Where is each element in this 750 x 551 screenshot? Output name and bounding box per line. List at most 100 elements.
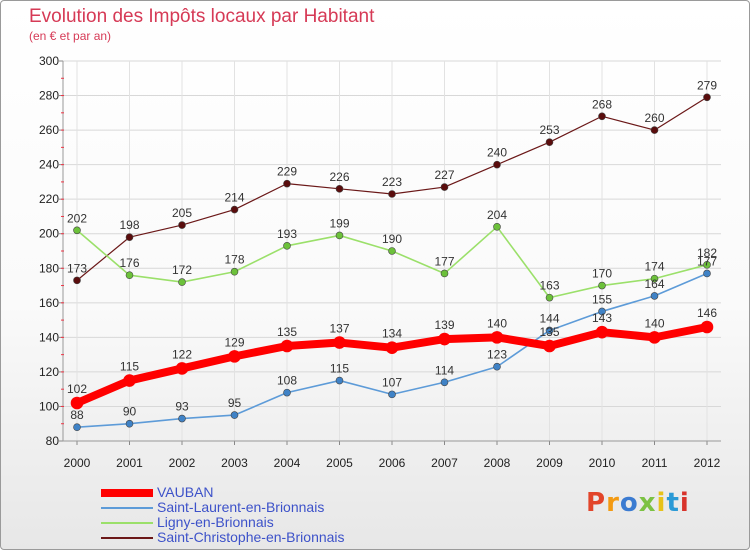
data-label: 205 — [172, 206, 192, 220]
data-label: 173 — [67, 261, 87, 275]
y-tick-label: 260 — [39, 123, 59, 137]
data-point — [283, 179, 291, 188]
logo-letter: i — [679, 488, 690, 518]
data-point — [73, 226, 81, 235]
data-label: 177 — [434, 254, 454, 268]
data-label: 240 — [487, 146, 507, 160]
x-tick-label: 2006 — [379, 456, 406, 470]
data-point — [70, 396, 84, 410]
data-label: 199 — [329, 216, 349, 230]
logo-letter: t — [666, 488, 680, 518]
data-label: 88 — [70, 408, 84, 422]
data-label: 193 — [277, 227, 297, 241]
data-point — [490, 331, 504, 344]
data-label: 268 — [592, 97, 612, 111]
logo-letter: P — [586, 488, 607, 518]
y-tick-label: 160 — [39, 296, 59, 310]
data-label: 190 — [382, 232, 402, 246]
data-point — [388, 390, 396, 399]
data-label: 164 — [644, 277, 664, 291]
data-label: 226 — [329, 170, 349, 184]
data-point — [228, 350, 241, 363]
data-label: 102 — [67, 382, 87, 396]
legend-swatch-saint-christophe — [101, 537, 153, 539]
data-label: 227 — [434, 168, 454, 182]
data-label: 115 — [330, 362, 349, 376]
data-point — [650, 274, 659, 283]
data-point — [598, 112, 606, 121]
data-label: 279 — [697, 78, 717, 92]
data-label: 202 — [67, 211, 87, 225]
data-point — [493, 223, 501, 231]
data-point — [283, 242, 291, 250]
data-label: 129 — [224, 335, 244, 349]
x-tick-label: 2000 — [64, 456, 91, 470]
data-point — [230, 411, 239, 419]
data-label: 204 — [487, 208, 507, 222]
legend-label-vauban: VAUBAN — [157, 484, 214, 500]
data-label: 122 — [172, 347, 192, 361]
data-point — [335, 376, 344, 385]
data-label: 170 — [592, 267, 612, 281]
data-label: 214 — [224, 191, 244, 205]
data-point — [283, 388, 291, 397]
data-point — [178, 278, 186, 286]
legend-label-ligny: Ligny-en-Brionnais — [157, 514, 274, 530]
logo-letter: o — [619, 488, 639, 518]
y-tick-label: 100 — [39, 399, 59, 413]
data-label: 137 — [329, 322, 349, 336]
x-tick-label: 2011 — [642, 456, 668, 470]
data-point — [280, 339, 294, 353]
data-label: 182 — [697, 246, 717, 260]
x-tick-label: 2007 — [431, 456, 458, 470]
proxiti-logo: Proxiti — [586, 488, 690, 518]
data-point — [703, 261, 711, 269]
y-tick-label: 80 — [46, 434, 60, 448]
data-label: 229 — [277, 165, 297, 179]
data-point — [178, 221, 186, 229]
y-tick-label: 180 — [39, 261, 59, 275]
x-tick-label: 2004 — [274, 456, 301, 470]
data-point — [493, 160, 501, 169]
data-point — [493, 362, 501, 371]
data-label: 143 — [592, 311, 612, 325]
data-point — [543, 339, 556, 353]
y-tick-label: 240 — [39, 158, 59, 172]
data-label: 90 — [123, 405, 137, 419]
data-point — [125, 271, 134, 279]
data-point — [703, 269, 711, 278]
data-point — [388, 247, 396, 255]
data-point — [73, 423, 81, 431]
data-point — [230, 267, 239, 276]
data-point — [333, 336, 346, 349]
y-tick-label: 200 — [39, 227, 59, 241]
y-tick-label: 220 — [39, 192, 59, 206]
data-point — [123, 374, 136, 387]
data-label: 107 — [382, 375, 402, 389]
data-label: 140 — [487, 316, 507, 330]
data-point — [545, 293, 554, 302]
chart-title: Evolution des Impôts locaux par Habitant — [29, 6, 375, 27]
logo-letter: r — [606, 488, 620, 518]
data-label: 163 — [539, 279, 559, 293]
data-label: 146 — [697, 306, 717, 320]
data-label: 140 — [644, 316, 664, 330]
y-tick-label: 300 — [39, 54, 59, 68]
data-label: 172 — [172, 263, 192, 277]
data-point — [230, 205, 239, 214]
y-tick-label: 120 — [39, 365, 59, 379]
data-label: 174 — [644, 260, 664, 274]
data-label: 177 — [697, 254, 717, 268]
x-tick-label: 2003 — [221, 456, 248, 470]
x-tick-label: 2012 — [694, 456, 721, 470]
chart-subtitle: (en € et par an) — [29, 29, 112, 43]
data-point — [650, 292, 659, 300]
data-label: 114 — [435, 363, 454, 377]
data-point — [125, 233, 134, 241]
data-label: 176 — [119, 256, 139, 270]
data-point — [595, 325, 609, 339]
data-point — [440, 269, 449, 278]
data-label: 198 — [119, 218, 139, 232]
